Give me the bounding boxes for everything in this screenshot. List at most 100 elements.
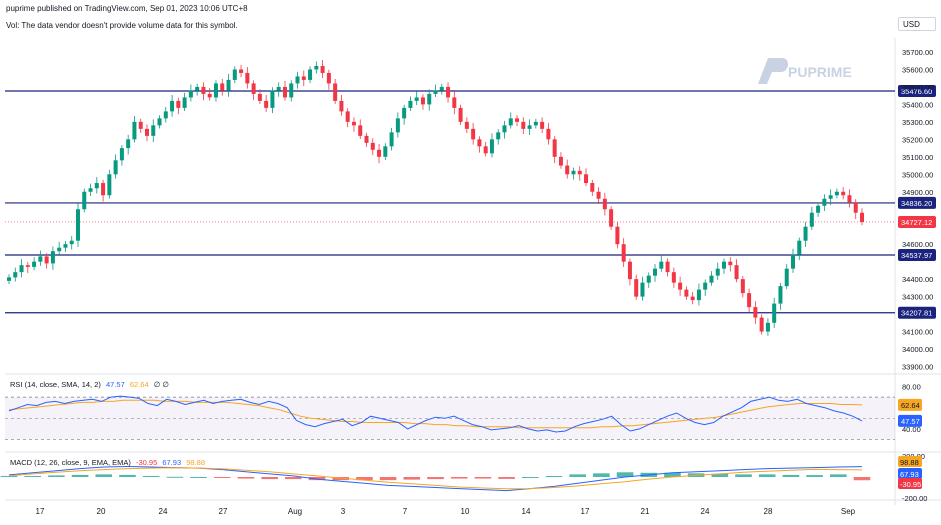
candle-body <box>791 254 796 269</box>
macd-histogram-bar <box>48 475 65 477</box>
macd-line-value: 67.93 <box>162 458 182 467</box>
rsi-axis-label: 40.00 <box>902 425 921 434</box>
candle-body <box>32 261 37 267</box>
candle-body <box>182 97 187 108</box>
price-tick-label: 34000.00 <box>902 345 933 354</box>
macd-value-tag <box>898 456 922 467</box>
price-tick-label: 35700.00 <box>902 48 933 57</box>
rsi-title: RSI (14, close, SMA, 14, 2) <box>10 380 101 389</box>
time-axis-label: 20 <box>97 507 106 516</box>
candle-body <box>552 139 557 157</box>
candle-body <box>784 268 789 287</box>
macd-histogram-bar <box>142 475 160 477</box>
candle-body <box>420 97 425 105</box>
macd-histogram-bar <box>403 477 421 480</box>
time-axis-label: Aug <box>288 507 302 516</box>
candle-body <box>533 121 538 126</box>
candle-body <box>621 244 626 262</box>
candle-body <box>709 275 714 283</box>
time-axis-label: Sep <box>841 507 856 516</box>
candle-body <box>25 265 30 267</box>
level-price-tag <box>898 306 936 319</box>
price-tick-label: 35100.00 <box>902 153 933 162</box>
candle-body <box>828 195 833 199</box>
candle-body <box>408 100 413 108</box>
candle-body <box>157 118 162 126</box>
level-price-label: 35476.60 <box>901 87 932 96</box>
candle-body <box>119 148 124 161</box>
time-axis-label: 3 <box>341 507 346 516</box>
macd-histogram-bar <box>427 477 444 480</box>
candle-body <box>452 97 457 108</box>
time-axis-label: 24 <box>159 507 168 516</box>
macd-histogram-bar <box>735 474 752 477</box>
currency-label[interactable]: USD <box>898 17 936 31</box>
macd-histogram-bar <box>237 477 255 479</box>
candle-body <box>107 174 112 196</box>
macd-header[interactable]: MACD (12, 26, close, 9, EMA, EMA) -30.95… <box>10 458 208 467</box>
candle-body <box>326 72 331 84</box>
candle-body <box>351 121 356 126</box>
candle-body <box>703 282 708 290</box>
price-tick-label: 35300.00 <box>902 118 933 127</box>
macd-histogram-bar <box>166 476 184 478</box>
candle-body <box>646 275 651 283</box>
candle-body <box>615 226 620 245</box>
candle-body <box>364 135 369 143</box>
macd-value-tag-label: 67.93 <box>900 470 919 479</box>
candle-body <box>653 268 658 276</box>
candle-body <box>270 90 275 108</box>
candle-body <box>477 139 482 147</box>
macd-histogram-bar <box>545 475 563 477</box>
price-tick-label: 35600.00 <box>902 65 933 74</box>
candle-body <box>803 226 808 241</box>
candle-body <box>163 111 168 119</box>
candle-body <box>722 261 727 269</box>
candle-body <box>540 121 545 129</box>
candle-body <box>797 240 802 255</box>
candle-body <box>715 268 720 276</box>
macd-histogram-bar <box>758 474 776 477</box>
candle-body <box>345 111 350 122</box>
candle-body <box>138 121 143 129</box>
candle-body <box>232 69 237 80</box>
macd-value-tag-label: 98.88 <box>900 458 919 467</box>
candle-body <box>44 256 49 264</box>
candle-body <box>7 277 11 281</box>
candle-body <box>427 93 432 105</box>
macd-histogram-bar <box>261 477 278 480</box>
candle-body <box>496 132 501 140</box>
rsi-value-tag <box>898 414 922 427</box>
candle-body <box>245 72 250 84</box>
rsi-tail: ∅ ∅ <box>153 380 169 389</box>
candle-body <box>144 128 149 136</box>
candle-body <box>239 69 244 73</box>
candle-body <box>515 118 520 122</box>
candle-body <box>402 107 407 119</box>
candle-body <box>63 244 68 248</box>
macd-signal-line <box>8 467 863 490</box>
candle-body <box>471 128 476 140</box>
candle-body <box>596 191 601 199</box>
time-axis-label: 17 <box>581 507 590 516</box>
candle-body <box>690 296 695 301</box>
candle-body <box>226 79 231 91</box>
candle-body <box>684 289 689 297</box>
candle-body <box>822 198 827 206</box>
candle-body <box>678 282 683 290</box>
level-price-label: 34537.97 <box>901 251 932 260</box>
rsi-ma-tag <box>898 398 922 411</box>
candle-body <box>176 100 181 108</box>
price-tick-label: 34300.00 <box>902 293 933 302</box>
candle-body <box>671 272 676 283</box>
candle-body <box>151 125 156 136</box>
level-price-label: 34207.81 <box>901 309 932 318</box>
candle-body <box>847 195 852 203</box>
candle-body <box>853 202 858 213</box>
rsi-header[interactable]: RSI (14, close, SMA, 14, 2) 47.57 62.64 … <box>10 380 172 389</box>
rsi-value-tag-label: 47.57 <box>901 417 920 426</box>
candle-body <box>276 86 281 91</box>
time-axis-label: 17 <box>36 507 45 516</box>
rsi-axis-label: 80.00 <box>902 383 921 392</box>
